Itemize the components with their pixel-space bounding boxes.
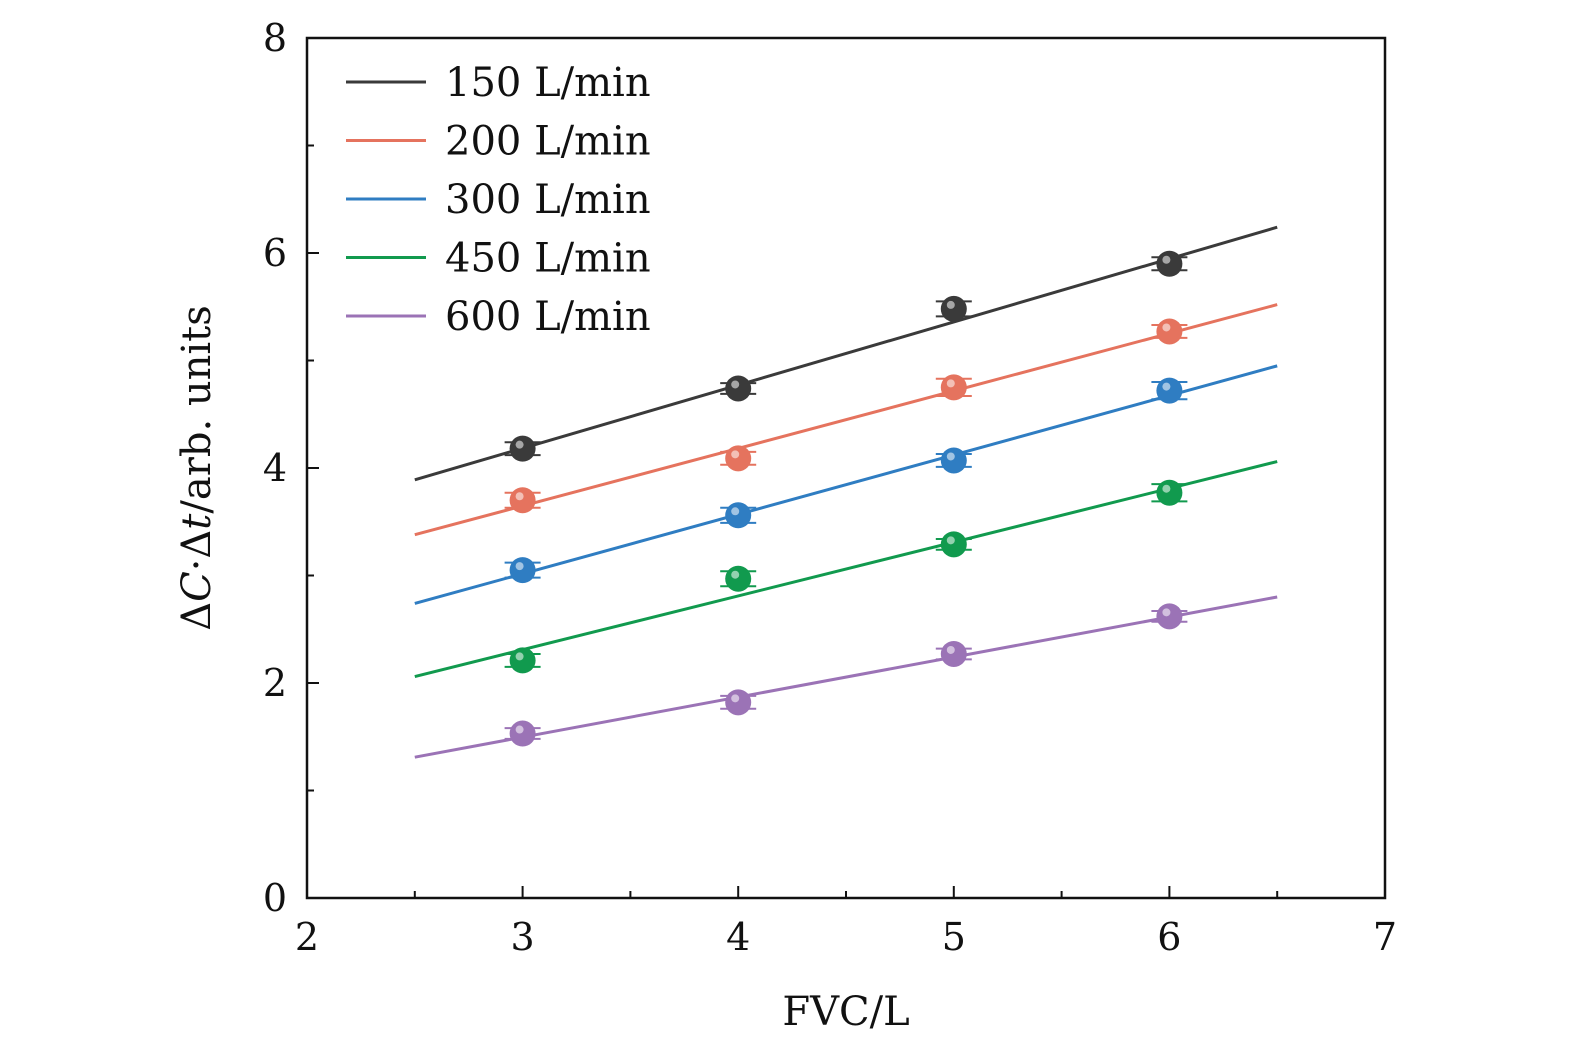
fit-line (414, 303, 1278, 537)
x-tick-label: 7 (1373, 915, 1397, 959)
fit-line (414, 460, 1278, 679)
data-point-highlight (515, 562, 524, 571)
x-tick-label: 5 (942, 915, 966, 959)
data-point-highlight (1162, 323, 1171, 332)
data-point (940, 374, 967, 401)
data-point (1156, 250, 1183, 277)
data-point-highlight (946, 300, 955, 309)
data-point-highlight (946, 452, 955, 461)
data-point (940, 531, 967, 558)
data-point (725, 565, 752, 592)
data-point (1156, 603, 1183, 630)
data-point-highlight (1162, 255, 1171, 264)
fit-lines (414, 225, 1278, 759)
data-point-highlight (946, 536, 955, 545)
data-point (725, 689, 752, 716)
data-point (509, 487, 536, 514)
x-tick-label: 6 (1157, 915, 1181, 959)
data-point-highlight (515, 492, 524, 501)
x-tick-label: 2 (295, 915, 319, 959)
legend: 150 L/min 200 L/min 300 L/min 450 L/min 600 … (346, 60, 651, 340)
y-axis-label: ΔC·Δt/arb. units (174, 305, 220, 631)
fit-line (414, 595, 1278, 759)
data-point-highlight (1162, 382, 1171, 391)
data-point-highlight (1162, 484, 1171, 493)
data-point-highlight (731, 507, 740, 516)
data-point-highlight (515, 652, 524, 661)
data-point (725, 502, 752, 529)
data-point (509, 435, 536, 462)
data-point (725, 445, 752, 472)
data-point-highlight (731, 570, 740, 579)
y-tick-label: 6 (263, 231, 287, 275)
data-point (1156, 318, 1183, 345)
data-point (509, 557, 536, 584)
x-tick-label: 4 (726, 915, 750, 959)
data-point-highlight (731, 694, 740, 703)
legend-label: 450 L/min (445, 236, 651, 282)
data-point (940, 295, 967, 322)
data-point (725, 375, 752, 402)
data-point-highlight (515, 440, 524, 449)
data-points (504, 250, 1188, 747)
y-tick-label: 0 (263, 876, 287, 920)
data-point (509, 720, 536, 747)
fit-line (414, 364, 1278, 605)
y-tick-label: 2 (263, 661, 287, 705)
data-point-highlight (1162, 608, 1171, 617)
x-tick-label: 3 (511, 915, 535, 959)
y-tick-label: 4 (263, 446, 287, 490)
plot-frame (305, 36, 1387, 900)
legend-label: 200 L/min (445, 119, 651, 165)
data-point-highlight (731, 450, 740, 459)
data-point-highlight (731, 380, 740, 389)
data-point (1156, 377, 1183, 404)
data-point-highlight (946, 379, 955, 388)
fit-line (414, 225, 1278, 482)
data-point (940, 447, 967, 474)
data-point-highlight (946, 645, 955, 654)
legend-label: 600 L/min (445, 294, 651, 340)
data-point (509, 647, 536, 674)
data-point-highlight (515, 725, 524, 734)
data-point (1156, 479, 1183, 506)
data-point (940, 640, 967, 667)
x-axis-label: FVC/L (782, 989, 909, 1035)
legend-label: 300 L/min (445, 177, 651, 223)
y-tick-label: 8 (263, 16, 287, 60)
legend-label: 150 L/min (445, 60, 651, 106)
